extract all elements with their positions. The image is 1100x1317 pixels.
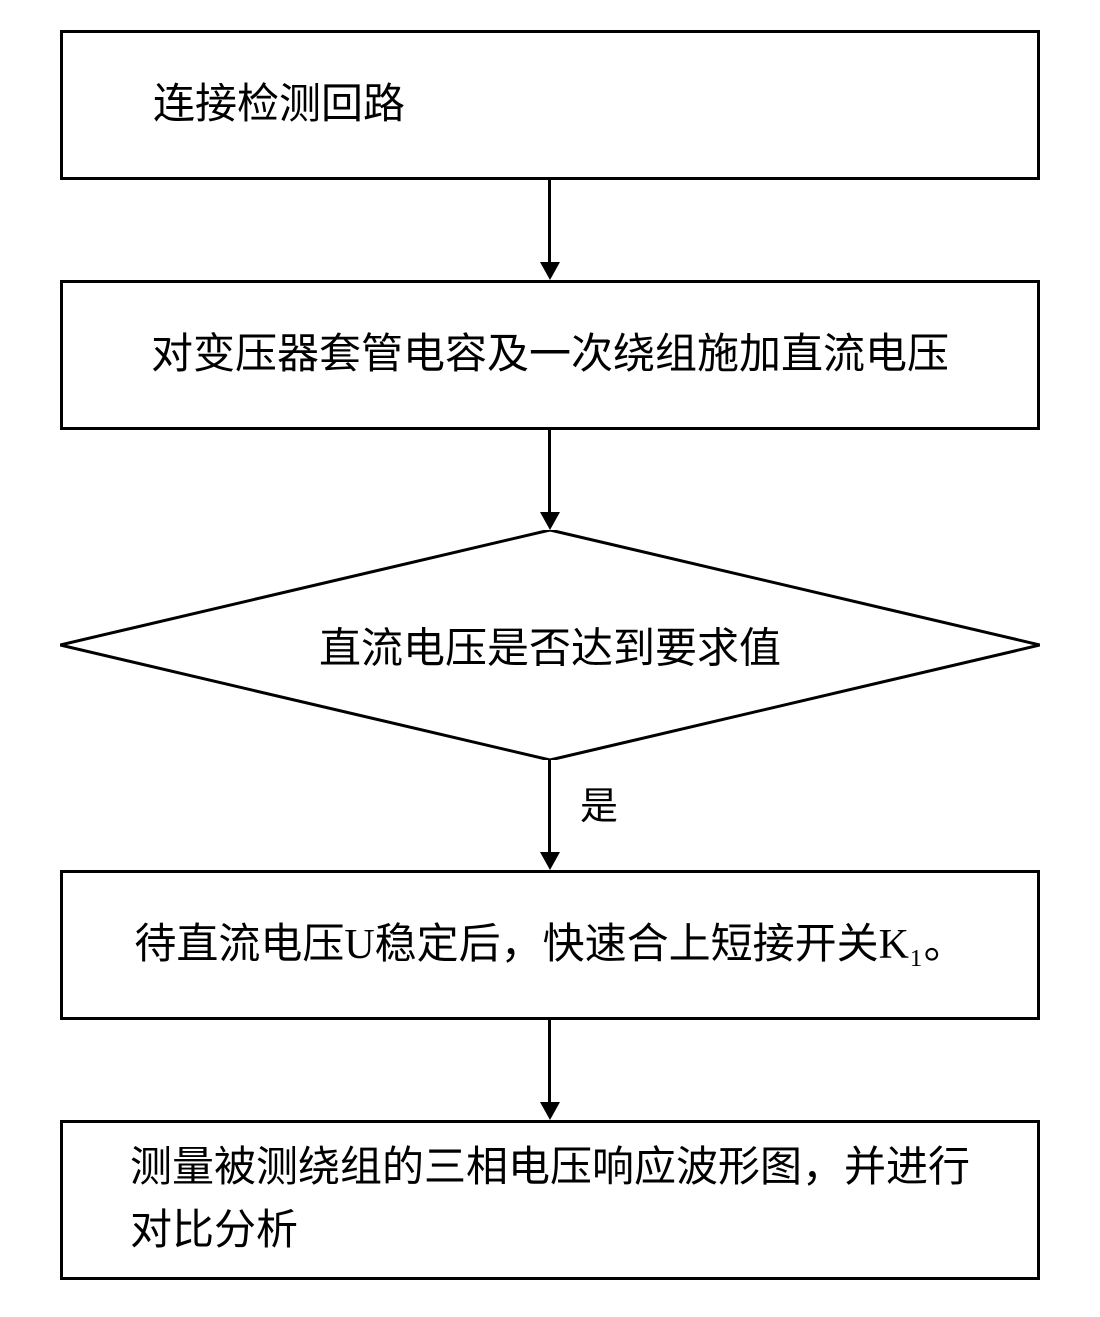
step4-text-wrap: 测量被测绕组的三相电压响应波形图，并进行 对比分析 [83,1137,1017,1263]
step1-box: 连接检测回路 [60,30,1040,180]
step2-box: 对变压器套管电容及一次绕组施加直流电压 [60,280,1040,430]
step3-box: 待直流电压U稳定后，快速合上短接开关K₁。 [60,870,1040,1020]
arrow-4-line [548,1020,551,1102]
step1-text: 连接检测回路 [153,74,405,137]
arrow-4-head [540,1102,560,1120]
step3-text: 待直流电压U稳定后，快速合上短接开关K₁。 [134,914,965,977]
arrow-2-line [548,430,551,512]
decision-diamond: 直流电压是否达到要求值 [60,530,1040,760]
arrow-2-head [540,512,560,530]
arrow-1-line [548,180,551,262]
step2-text: 对变压器套管电容及一次绕组施加直流电压 [151,324,949,387]
arrow-3-line [548,760,551,852]
flowchart-canvas: 连接检测回路 对变压器套管电容及一次绕组施加直流电压 直流电压是否达到要求值 是… [0,0,1100,1317]
arrow-1-head [540,262,560,280]
step4-text-line2: 对比分析 [130,1208,298,1254]
arrow-3-head [540,852,560,870]
step4-box: 测量被测绕组的三相电压响应波形图，并进行 对比分析 [60,1120,1040,1280]
step4-text-line1: 测量被测绕组的三相电压响应波形图，并进行 [130,1145,970,1191]
decision-text: 直流电压是否达到要求值 [319,615,781,676]
yes-label: 是 [580,775,618,830]
